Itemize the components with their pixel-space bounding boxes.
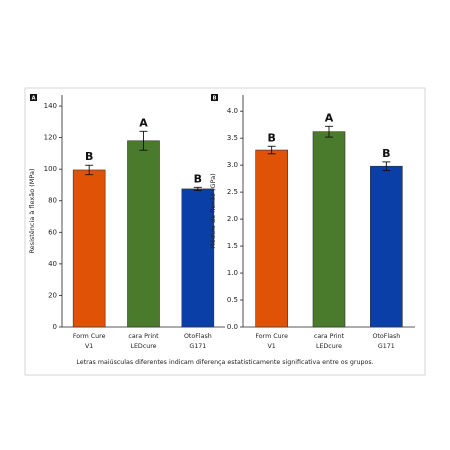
y-tick-label: 100	[44, 165, 57, 173]
bar	[312, 131, 346, 328]
significance-letter: B	[85, 150, 93, 163]
frame	[24, 87, 426, 376]
y-tick-label: 20	[48, 291, 57, 299]
significance-letter: A	[325, 111, 334, 124]
x-tick-label: LEDcure	[316, 343, 342, 350]
bar	[370, 165, 403, 328]
x-tick-label: Form Cure	[255, 333, 288, 340]
y-tick-label: 2.5	[227, 188, 238, 196]
y-tick-label: 80	[48, 197, 57, 205]
significance-letter: B	[194, 172, 202, 185]
x-tick-label: LEDcure	[130, 343, 156, 350]
y-tick-label: 120	[44, 134, 57, 142]
x-tick-label: OtoFlash	[184, 333, 212, 340]
y-tick-label: 3.0	[227, 161, 238, 169]
significance-letter: B	[382, 147, 390, 160]
panel-badge	[30, 94, 37, 101]
y-axis-label: Resistência à flexão (MPa)	[28, 168, 36, 253]
bar	[127, 140, 160, 328]
panel-badge	[211, 94, 218, 101]
y-tick-label: 0.0	[227, 323, 238, 331]
bar	[72, 169, 106, 328]
y-tick-label: 4.0	[227, 107, 238, 115]
x-tick-label: Form Cure	[73, 333, 106, 340]
x-tick-label: V1	[268, 343, 276, 350]
y-tick-label: 2.0	[227, 215, 238, 223]
caption: Letras maiúsculas diferentes indicam dif…	[76, 358, 373, 366]
x-tick-label: cara Print	[314, 333, 345, 340]
bar	[255, 149, 288, 328]
significance-letter: B	[267, 131, 275, 144]
x-tick-label: V1	[85, 343, 93, 350]
x-tick-label: G171	[378, 343, 395, 350]
y-tick-label: 40	[48, 260, 57, 268]
y-tick-label: 60	[48, 228, 57, 236]
y-tick-label: 1.5	[227, 242, 238, 250]
bar	[181, 188, 215, 328]
x-tick-label: G171	[189, 343, 206, 350]
y-tick-label: 140	[44, 102, 57, 110]
y-tick-label: 3.5	[227, 134, 238, 142]
y-tick-label: 0	[53, 323, 57, 331]
y-tick-label: 1.0	[227, 269, 238, 277]
y-axis-label: Módulo de flexão (GPa)	[209, 173, 217, 248]
y-tick-label: 0.5	[227, 296, 238, 304]
x-tick-label: cara Print	[128, 333, 159, 340]
significance-letter: A	[139, 116, 148, 129]
x-tick-label: OtoFlash	[372, 333, 400, 340]
panel-label: A	[32, 95, 36, 101]
panel-label: B	[213, 95, 217, 101]
